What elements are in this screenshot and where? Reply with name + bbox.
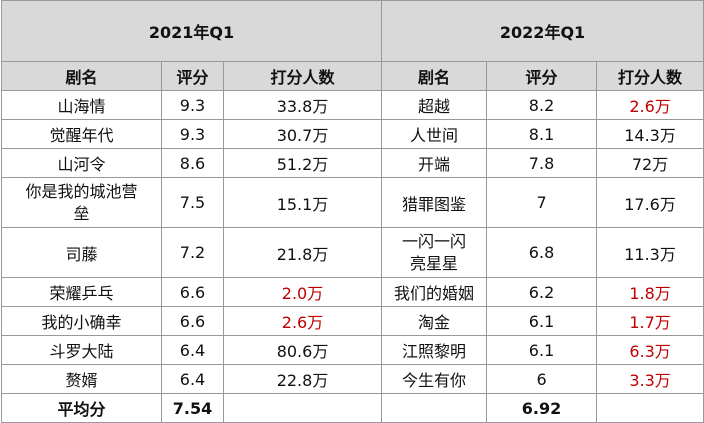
- column-header-row: 剧名 评分 打分人数 剧名 评分 打分人数: [1, 61, 704, 91]
- drama-name: 江照黎明: [381, 335, 488, 365]
- column-header: 打分人数: [596, 61, 704, 91]
- score: 6.4: [161, 364, 224, 394]
- average-value: 7.54: [161, 393, 224, 423]
- drama-name: 我的小确幸: [1, 306, 162, 336]
- viewer-count: 22.8万: [222, 364, 383, 394]
- score: 6.6: [161, 306, 224, 336]
- viewer-count: 33.8万: [222, 90, 383, 120]
- score: 7.2: [161, 227, 224, 278]
- score: 6.4: [161, 335, 224, 365]
- drama-name: 山海情: [1, 90, 162, 120]
- viewer-count: 11.3万: [596, 227, 704, 278]
- drama-name: 觉醒年代: [1, 119, 162, 149]
- empty-cell: [596, 393, 704, 423]
- score: 9.3: [161, 90, 224, 120]
- viewer-count: 14.3万: [596, 119, 704, 149]
- viewer-count: 3.3万: [596, 364, 704, 394]
- score: 7.8: [486, 148, 598, 178]
- column-header: 评分: [161, 61, 224, 91]
- score: 6.1: [486, 335, 598, 365]
- drama-name: 淘金: [381, 306, 488, 336]
- viewer-count: 72万: [596, 148, 704, 178]
- viewer-count: 80.6万: [222, 335, 383, 365]
- table-row: 山河令 8.6 51.2万 开端 7.8 72万: [1, 148, 704, 178]
- drama-name: 我们的婚姻: [381, 277, 488, 307]
- average-row: 平均分 7.54 6.92: [1, 393, 704, 423]
- score: 6.1: [486, 306, 598, 336]
- score: 7: [486, 177, 598, 228]
- drama-name: 超越: [381, 90, 488, 120]
- viewer-count: 1.8万: [596, 277, 704, 307]
- table-row: 赘婿 6.4 22.8万 今生有你 6 3.3万: [1, 364, 704, 394]
- drama-name: 今生有你: [381, 364, 488, 394]
- table-row: 司藤 7.2 21.8万 一闪一闪亮星星 6.8 11.3万: [1, 227, 704, 278]
- column-header: 打分人数: [222, 61, 383, 91]
- table-row: 我的小确幸 6.6 2.6万 淘金 6.1 1.7万: [1, 306, 704, 336]
- viewer-count: 51.2万: [222, 148, 383, 178]
- viewer-count: 6.3万: [596, 335, 704, 365]
- drama-name: 人世间: [381, 119, 488, 149]
- empty-cell: [381, 393, 488, 423]
- average-label: 平均分: [1, 393, 162, 423]
- drama-name: 山河令: [1, 148, 162, 178]
- viewer-count: 30.7万: [222, 119, 383, 149]
- viewer-count: 2.0万: [222, 277, 383, 307]
- table-row: 你是我的城池营垒 7.5 15.1万 猎罪图鉴 7 17.6万: [1, 177, 704, 228]
- column-header: 剧名: [1, 61, 162, 91]
- table-row: 荣耀乒乓 6.6 2.0万 我们的婚姻 6.2 1.8万: [1, 277, 704, 307]
- drama-name: 赘婿: [1, 364, 162, 394]
- drama-name: 荣耀乒乓: [1, 277, 162, 307]
- score: 8.6: [161, 148, 224, 178]
- drama-name: 司藤: [1, 227, 162, 278]
- table-body: 山海情 9.3 33.8万 超越 8.2 2.6万 觉醒年代 9.3 30.7万 人世间 8.1 14…: [1, 90, 704, 394]
- drama-name: 一闪一闪亮星星: [381, 227, 488, 278]
- drama-name: 开端: [381, 148, 488, 178]
- drama-name: 你是我的城池营垒: [1, 177, 162, 228]
- column-header: 评分: [486, 61, 598, 91]
- empty-cell: [222, 393, 383, 423]
- score: 6: [486, 364, 598, 394]
- viewer-count: 2.6万: [222, 306, 383, 336]
- score: 6.2: [486, 277, 598, 307]
- score: 9.3: [161, 119, 224, 149]
- drama-name: 斗罗大陆: [1, 335, 162, 365]
- score: 8.2: [486, 90, 598, 120]
- viewer-count: 2.6万: [596, 90, 704, 120]
- column-header: 剧名: [381, 61, 488, 91]
- score: 8.1: [486, 119, 598, 149]
- score: 6.8: [486, 227, 598, 278]
- drama-name: 猎罪图鉴: [381, 177, 488, 228]
- table-row: 觉醒年代 9.3 30.7万 人世间 8.1 14.3万: [1, 119, 704, 149]
- score: 7.5: [161, 177, 224, 228]
- group-title: 2021年Q1: [0, 0, 383, 62]
- table-row: 山海情 9.3 33.8万 超越 8.2 2.6万: [1, 90, 704, 120]
- viewer-count: 1.7万: [596, 306, 704, 336]
- group-title: 2022年Q1: [381, 0, 704, 62]
- viewer-count: 17.6万: [596, 177, 704, 228]
- score: 6.6: [161, 277, 224, 307]
- group-header-row: 2021年Q1 2022年Q1: [0, 0, 704, 62]
- viewer-count: 15.1万: [222, 177, 383, 228]
- viewer-count: 21.8万: [222, 227, 383, 278]
- table-row: 斗罗大陆 6.4 80.6万 江照黎明 6.1 6.3万: [1, 335, 704, 365]
- average-value: 6.92: [486, 393, 598, 423]
